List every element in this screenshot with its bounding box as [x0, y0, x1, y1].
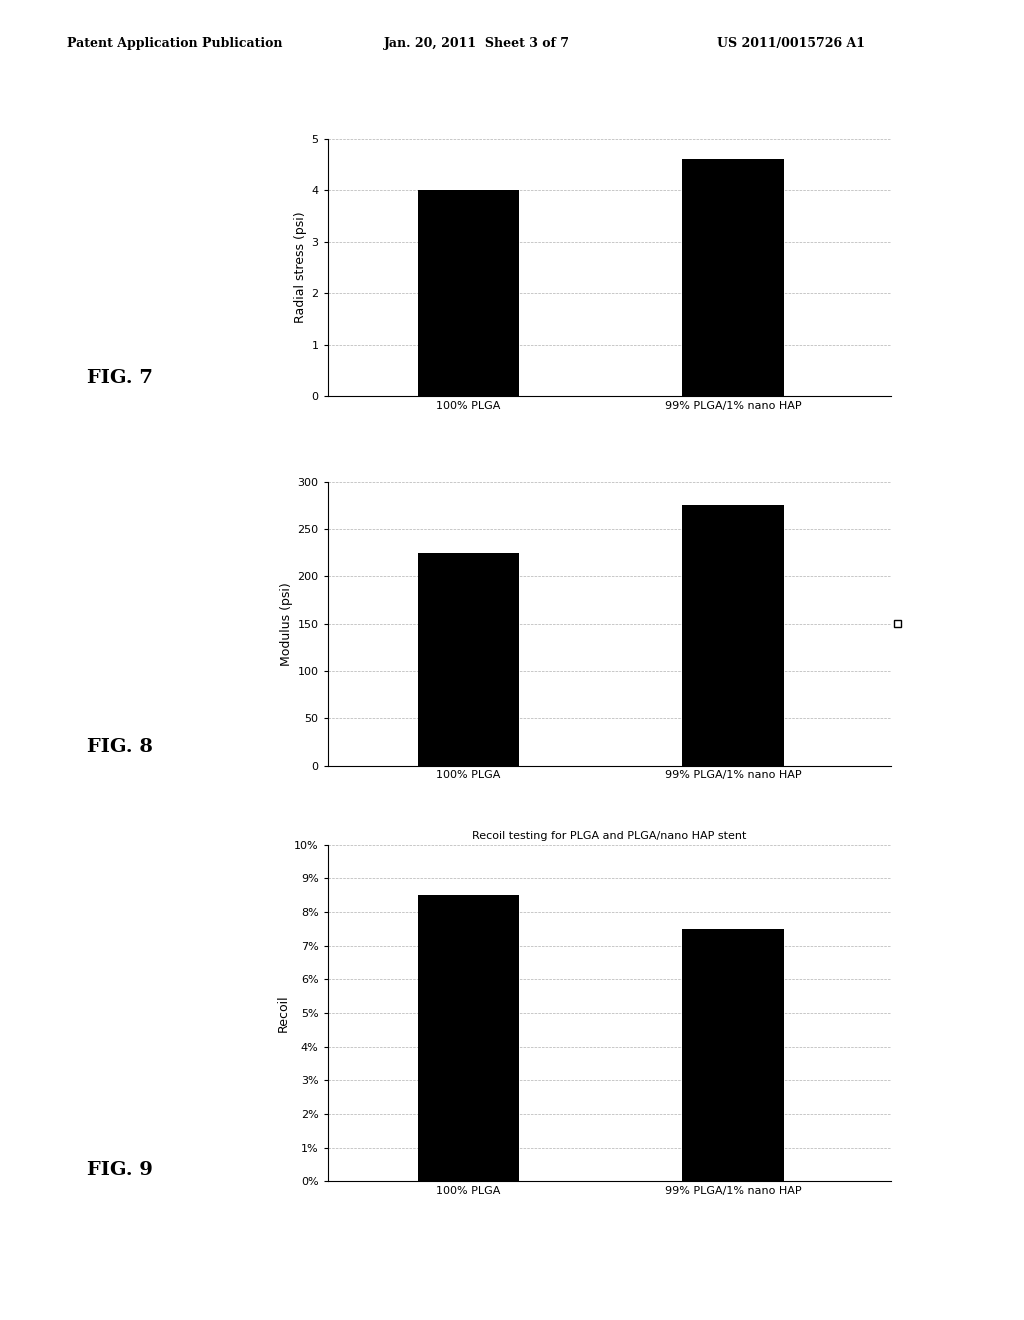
Bar — [894, 620, 901, 627]
Text: FIG. 9: FIG. 9 — [87, 1160, 153, 1179]
Bar — [683, 929, 784, 1181]
Text: Jan. 20, 2011  Sheet 3 of 7: Jan. 20, 2011 Sheet 3 of 7 — [384, 37, 570, 50]
Text: Patent Application Publication: Patent Application Publication — [67, 37, 282, 50]
Y-axis label: Radial stress (psi): Radial stress (psi) — [294, 211, 307, 323]
Text: FIG. 7: FIG. 7 — [87, 368, 153, 387]
Bar — [683, 160, 784, 396]
Text: US 2011/0015726 A1: US 2011/0015726 A1 — [717, 37, 865, 50]
Bar — [418, 190, 519, 396]
Y-axis label: Modulus (psi): Modulus (psi) — [281, 582, 293, 665]
Bar — [683, 506, 784, 766]
Title: Recoil testing for PLGA and PLGA/nano HAP stent: Recoil testing for PLGA and PLGA/nano HA… — [472, 832, 746, 841]
Text: FIG. 8: FIG. 8 — [87, 738, 153, 756]
Bar — [418, 895, 519, 1181]
Y-axis label: Recoil: Recoil — [276, 994, 290, 1032]
Bar — [418, 553, 519, 766]
